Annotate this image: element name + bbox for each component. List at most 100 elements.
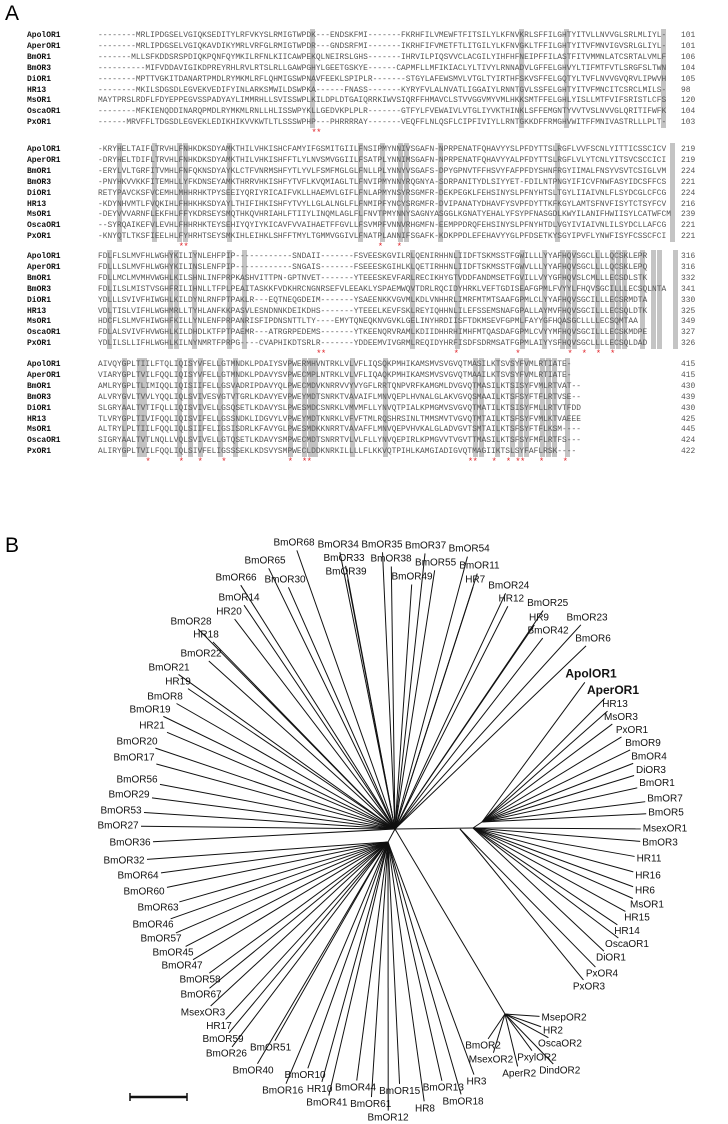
tree-branch — [387, 841, 462, 1095]
tree-leaf-label: BmOR7 — [647, 794, 683, 805]
tree-leaf-label: HR12 — [499, 594, 525, 605]
tree-branch — [163, 715, 396, 830]
tree-branch — [394, 624, 535, 830]
tree-leaf-label: BmOR55 — [415, 557, 457, 568]
sequence-name: PxOR1 — [27, 339, 52, 349]
tree-branch — [504, 1013, 554, 1065]
sequence-residues: FDLLLSLMVFHLWGHYKILINSLENFPIP-----------… — [98, 262, 648, 272]
tree-leaf-label: HR17 — [206, 1021, 232, 1032]
conserved-column-shading — [560, 250, 565, 350]
conserved-column-shading — [177, 358, 182, 458]
conserved-column-shading — [473, 358, 478, 458]
tree-leaf-label: AperR2 — [502, 1068, 536, 1079]
conserved-column-shading — [177, 143, 182, 243]
tree-leaf-label: BmOR58 — [179, 974, 221, 985]
tree-leaf-label: BmOR63 — [137, 903, 179, 914]
tree-leaf-label: BmOR41 — [306, 1098, 348, 1109]
tree-branch — [185, 841, 389, 947]
tree-branch — [176, 703, 396, 830]
sequence-name: DiOR1 — [27, 295, 52, 305]
conserved-column-shading — [640, 250, 645, 350]
sequence-residues: ------MRVFFLTDGSDLEGVEKLEDIKHIKVVKWTLTLS… — [98, 118, 667, 128]
tree-leaf-label: BmOR10 — [284, 1070, 326, 1081]
sequence-name: PxOR1 — [27, 232, 52, 242]
residue-position: 415 — [681, 360, 696, 369]
internal-branch — [472, 821, 483, 829]
residue-position: 424 — [681, 436, 696, 446]
tree-leaf-label: BmOR22 — [180, 649, 222, 660]
tree-leaf-label: BmOR59 — [202, 1034, 244, 1045]
sequence-residues: -DRYHELTDIFLTRVHLFNHKDKSDYAMKTHILVHKISHF… — [98, 155, 667, 165]
tree-leaf-label: HR3 — [466, 1077, 486, 1088]
tree-branch — [504, 1013, 519, 1067]
conserved-column-shading — [188, 358, 193, 458]
tree-branch — [387, 841, 475, 1075]
tree-leaf-label: BmOR28 — [170, 617, 212, 628]
tree-leaf-label: HR19 — [165, 677, 191, 688]
sequence-residues: FDLALSVIVFHVWGHLKILDHDLKTFPTPAEMR---ATRG… — [98, 328, 648, 338]
conserved-column-shading — [595, 250, 600, 350]
sequence-name: AperOR1 — [27, 155, 61, 165]
sequence-residues: ALIRYGPLTVILFQQLIQLSIVFELIGSSSEKLKDSVYSM… — [98, 447, 577, 457]
tree-leaf-label: PxOR4 — [586, 969, 619, 980]
tree-leaf-label: BmOR39 — [325, 567, 367, 578]
tree-leaf-label: BmOR67 — [180, 990, 222, 1001]
tree-branch — [257, 841, 389, 1065]
residue-position: 104 — [681, 63, 696, 73]
tree-branch — [394, 637, 544, 830]
tree-branch — [472, 827, 635, 857]
tree-leaf-label: HR10 — [307, 1084, 333, 1095]
tree-branch — [192, 841, 389, 961]
tree-leaf-label: BmOR9 — [625, 738, 661, 749]
tree-leaf-label: PxOR1 — [616, 725, 649, 736]
tree-leaf-label: HR13 — [602, 699, 628, 710]
tree-leaf-label: HR8 — [415, 1103, 435, 1114]
tree-branch — [382, 552, 396, 830]
conserved-column-shading — [308, 358, 313, 458]
tree-branch — [212, 641, 396, 830]
tree-branch — [394, 587, 474, 830]
sequence-residues: ALVRYGVLTVVLYQQLIQLSVIVESVGTVTGRLKDAVYEV… — [98, 392, 581, 402]
conserved-residue-stars: ** * * * * * * — [98, 348, 615, 359]
tree-leaf-label: BmOR57 — [140, 934, 182, 945]
tree-branch — [328, 841, 389, 1096]
tree-leaf-label: BmOR51 — [250, 1043, 292, 1054]
sequence-residues: FDLFLSLMVFHLWGHYKILIYNLEHFPIP-----------… — [98, 252, 648, 261]
sequence-residues: -PNYHKVVKKFITEMHLLYFKDNSEYAMKTHRRVHKISHF… — [98, 177, 667, 187]
tree-leaf-label: BmOR32 — [103, 856, 145, 867]
conserved-column-shading — [183, 143, 188, 243]
tree-branch — [231, 841, 389, 1048]
residue-position: 98 — [681, 85, 691, 95]
conserved-column-shading — [174, 250, 179, 350]
sequence-name: PxOR1 — [27, 118, 52, 128]
tree-branch — [210, 841, 389, 1007]
tree-branch — [152, 828, 396, 843]
tree-leaf-label: BmOR45 — [152, 947, 194, 958]
sequence-residues: --------MPTTVGKITDANARTPMDLRYMKMLRFLQHMI… — [98, 74, 667, 84]
tree-branch — [387, 841, 401, 1084]
tree-branch — [481, 775, 635, 823]
tree-leaf-label: HR21 — [139, 721, 165, 732]
tree-branch — [504, 1013, 533, 1051]
tree-leaf-label: BmOR3 — [642, 838, 678, 849]
tree-leaf-label: AperOR1 — [587, 683, 639, 697]
tree-leaf-label: BmOR35 — [361, 539, 403, 550]
sequence-name: DiOR1 — [27, 74, 52, 84]
sequence-residues: ALTRYLPLTIILFQQLIQLSIIFELIGSISDRLKFAVYGL… — [98, 425, 581, 435]
tree-leaf-label: BmOR12 — [367, 1113, 409, 1124]
sequence-name: HR13 — [27, 306, 47, 316]
sequence-name: BmOR1 — [27, 273, 52, 283]
tree-leaf-label: BmOR38 — [370, 554, 412, 565]
tree-leaf-label: BmOR18 — [442, 1096, 484, 1107]
tree-leaf-label: HR2 — [543, 1026, 563, 1037]
tree-leaf-label: BmOR20 — [116, 737, 158, 748]
conserved-column-shading — [610, 250, 615, 350]
tree-branch — [140, 825, 396, 830]
tree-branch — [504, 1013, 540, 1017]
tree-branch — [166, 731, 396, 830]
tree-leaf-label: BmOR49 — [391, 572, 433, 583]
tree-leaf-label: HR18 — [193, 630, 219, 641]
tree-leaf-label: BmOR16 — [262, 1086, 304, 1097]
sequence-name: OscaOR1 — [27, 436, 61, 446]
residue-position: 439 — [681, 392, 696, 402]
